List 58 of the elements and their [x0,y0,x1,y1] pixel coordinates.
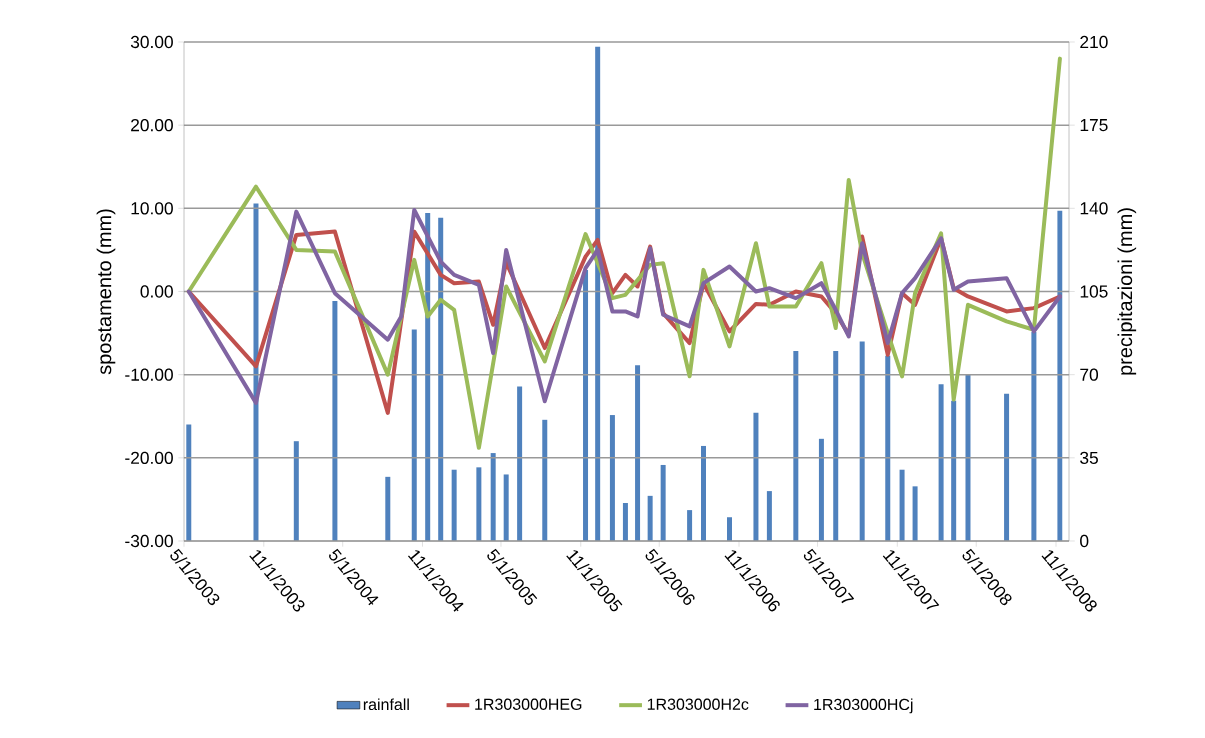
line-series [186,207,1062,405]
bar [332,301,338,541]
y2-tick-label: 70 [1080,368,1099,381]
bar [438,217,444,541]
bar [965,374,971,541]
y-tick-label: 10.00 [131,202,173,215]
bar [899,469,905,541]
bar [411,329,417,541]
bar [833,350,839,541]
bar [951,400,957,541]
y-tick-label: 0.00 [140,285,173,298]
y-tick-label: 30.00 [130,35,173,49]
bar [859,341,865,541]
bar [793,350,799,541]
bar [542,419,548,541]
bar [622,502,628,541]
y-tick-label: 20.00 [131,119,173,132]
y2-axis-title: precipitazioni (mm) [1117,208,1137,375]
y-tick-label: -30.00 [125,534,173,548]
bar [635,365,641,541]
bar [726,517,732,541]
bar [818,438,824,541]
bar [647,495,653,541]
y-axis-title: spostamento (mm) [96,209,116,375]
bar [451,469,457,541]
y2-tick-label: 210 [1080,35,1108,49]
bar [253,203,259,541]
bar [476,467,482,541]
bar [885,355,891,541]
bar [912,486,918,541]
bar [938,384,944,541]
y2-tick-label: 35 [1080,451,1098,464]
bar [753,412,759,541]
legend-label: rainfall [363,698,409,711]
legend-label: 1R303000H2c [647,698,749,710]
bar [293,441,299,541]
bar [1004,393,1010,541]
bar [517,386,523,541]
bar [1031,331,1037,541]
legend-label: 1R303000HEG [475,698,582,710]
y2-tick-label: 105 [1080,285,1108,298]
bar [595,46,601,541]
legend-label: 1R303000HCj [814,698,913,714]
bar [503,474,509,541]
y-tick-label: -20.00 [125,451,173,464]
y2-tick-label: 140 [1080,202,1108,215]
bar [583,270,589,541]
y-tick-label: -10.00 [125,368,173,381]
bar [490,453,496,541]
bar [766,491,772,541]
bar [700,445,706,541]
bar [385,476,391,541]
bar [609,415,615,541]
y2-tick-label: 0 [1080,534,1089,548]
bar [687,510,693,541]
bar [660,464,666,541]
bar [1057,210,1063,541]
y2-tick-label: 175 [1080,119,1108,132]
